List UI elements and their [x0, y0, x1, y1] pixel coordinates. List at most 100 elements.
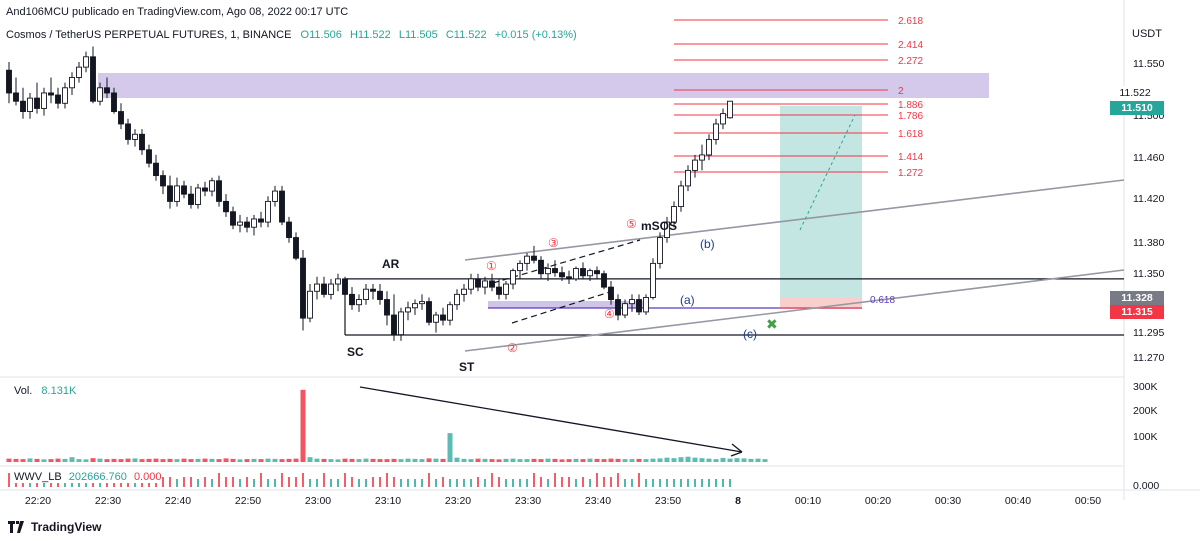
label-ar: AR	[382, 257, 400, 271]
volume-bar	[139, 459, 145, 462]
candle-body	[370, 288, 376, 292]
volume-bar	[692, 457, 698, 462]
candle	[111, 87, 117, 114]
candle-body	[699, 154, 705, 161]
wwv-tick: 0.000	[1133, 480, 1160, 492]
candle	[727, 100, 733, 119]
symbol-name[interactable]: Cosmos / TetherUS PERPETUAL FUTURES, 1, …	[6, 29, 292, 41]
candle	[244, 216, 250, 233]
candle	[377, 284, 383, 305]
price-tag-low: 11.315	[1110, 305, 1164, 319]
candle	[629, 294, 635, 312]
candle-body	[160, 175, 166, 187]
wwv-bar	[29, 479, 31, 487]
candle-body	[146, 149, 152, 164]
wwv-bar	[484, 479, 486, 487]
volume-bar	[391, 458, 397, 462]
candle	[293, 232, 299, 261]
volume-bar	[468, 459, 474, 462]
volume-bar	[727, 458, 733, 462]
fib-level-label: 2.272	[898, 56, 923, 67]
candle	[391, 294, 397, 341]
volume-bar	[342, 458, 348, 462]
candle-body	[251, 218, 257, 228]
candle	[692, 154, 698, 178]
wwv-bar	[351, 477, 353, 487]
candle-body	[111, 92, 117, 113]
volume-bar	[629, 459, 635, 462]
wwv-bar	[407, 479, 409, 487]
candle-body	[230, 211, 236, 226]
volume-bar	[307, 457, 313, 462]
wwv-bar	[78, 479, 80, 487]
wedge-upper-dashed[interactable]	[492, 239, 641, 284]
volume-bar	[111, 458, 117, 462]
volume-bar	[258, 459, 264, 462]
wedge-lower-dashed[interactable]	[511, 289, 617, 324]
candle-body	[223, 200, 229, 213]
candle	[279, 185, 285, 226]
candle-body	[650, 262, 656, 298]
wwv-bar	[533, 473, 535, 487]
candle	[188, 185, 194, 209]
candle	[559, 266, 565, 281]
candle-body	[391, 314, 397, 336]
candle	[104, 77, 110, 99]
label-circle-2: ②	[507, 341, 518, 355]
volume-bar	[188, 459, 194, 462]
wwv-bar	[232, 477, 234, 487]
volume-bar	[433, 458, 439, 462]
candle	[20, 87, 26, 119]
candle-body	[62, 87, 68, 104]
candle	[83, 51, 89, 73]
candle-body	[433, 314, 439, 323]
candle-body	[321, 283, 327, 295]
candle	[251, 214, 257, 236]
wwv-bar	[239, 479, 241, 487]
volume-bar	[517, 459, 523, 462]
channel-upper-line[interactable]	[464, 179, 1125, 261]
channel-lower-line[interactable]	[464, 269, 1125, 352]
candle-body	[615, 299, 621, 316]
wwv-bar	[176, 479, 178, 487]
volume-bar	[671, 458, 677, 462]
demand-zone-small[interactable]	[488, 301, 646, 308]
supply-zone[interactable]	[98, 73, 989, 98]
candle	[671, 201, 677, 228]
position-profit-zone[interactable]	[780, 106, 862, 297]
volume-divergence-arrow[interactable]	[359, 386, 743, 453]
candle-body	[69, 77, 75, 89]
wwv-bar	[673, 479, 675, 487]
candle	[552, 260, 558, 277]
footer-brand: TradingView	[8, 520, 101, 534]
wwv-bar	[722, 479, 724, 487]
volume-bar	[713, 459, 719, 462]
candle	[503, 280, 509, 300]
wwv-bar	[701, 479, 703, 487]
volume-bar	[587, 458, 593, 462]
candle-body	[496, 286, 502, 295]
candle	[664, 216, 670, 243]
wwv-bar	[617, 473, 619, 487]
volume-bar	[643, 459, 649, 462]
candle	[118, 103, 124, 130]
volume-bar	[174, 459, 180, 462]
candle-body	[517, 262, 523, 272]
wwv-bar	[8, 473, 10, 487]
arrow-head-icon	[730, 443, 743, 457]
wwv-bar	[43, 479, 45, 487]
wwv-bar	[169, 477, 171, 487]
volume-bar	[440, 458, 446, 462]
candle	[202, 181, 208, 197]
wwv-bar	[715, 479, 717, 487]
volume-bar	[69, 457, 75, 462]
wwv-bar	[211, 479, 213, 487]
candle-body	[440, 314, 446, 321]
wwv-bar	[666, 479, 668, 487]
candle-body	[195, 187, 201, 205]
position-loss-zone[interactable]	[780, 297, 862, 309]
candle-body	[573, 268, 579, 280]
price-tick-label: 11.380	[1133, 237, 1165, 249]
candle	[615, 294, 621, 321]
